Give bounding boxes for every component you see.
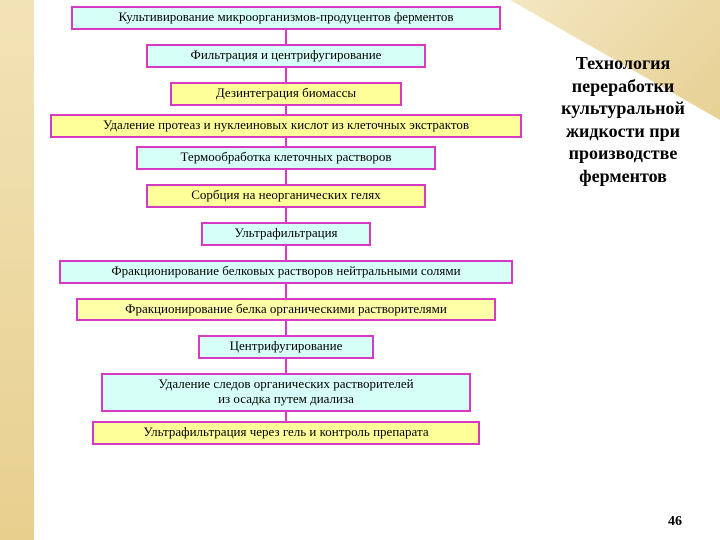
flow-connector: [285, 321, 287, 335]
flow-connector: [285, 68, 287, 82]
bg-stripe-left: [0, 0, 34, 540]
flow-node: Ультрафильтрация: [201, 222, 371, 246]
flow-connector: [285, 138, 287, 146]
flow-node: Фильтрация и центрифугирование: [146, 44, 426, 68]
flow-connector: [285, 208, 287, 222]
flow-node: Фракционирование белка органическими рас…: [76, 298, 496, 322]
flow-node: Дезинтеграция биомассы: [170, 82, 402, 106]
flow-node: Удаление следов органических растворител…: [101, 373, 471, 412]
flow-node: Культивирование микроорганизмов-продуцен…: [71, 6, 501, 30]
flow-node: Ультрафильтрация через гель и контроль п…: [92, 421, 480, 445]
flow-node: Сорбция на неорганических гелях: [146, 184, 426, 208]
page-number: 46: [668, 514, 682, 530]
flow-connector: [285, 106, 287, 114]
flow-node: Термообработка клеточных растворов: [136, 146, 436, 170]
slide-title: Технология переработки культуральной жид…: [538, 52, 708, 187]
flow-connector: [285, 284, 287, 298]
flow-connector: [285, 359, 287, 373]
flowchart: Культивирование микроорганизмов-продуцен…: [38, 6, 534, 445]
flow-connector: [285, 246, 287, 260]
flow-node: Удаление протеаз и нуклеиновых кислот из…: [50, 114, 522, 138]
slide: Культивирование микроорганизмов-продуцен…: [0, 0, 720, 540]
flow-node: Фракционирование белковых растворов нейт…: [59, 260, 513, 284]
flow-connector: [285, 30, 287, 44]
flow-connector: [285, 170, 287, 184]
flow-connector: [285, 412, 287, 421]
flow-node: Центрифугирование: [198, 335, 374, 359]
